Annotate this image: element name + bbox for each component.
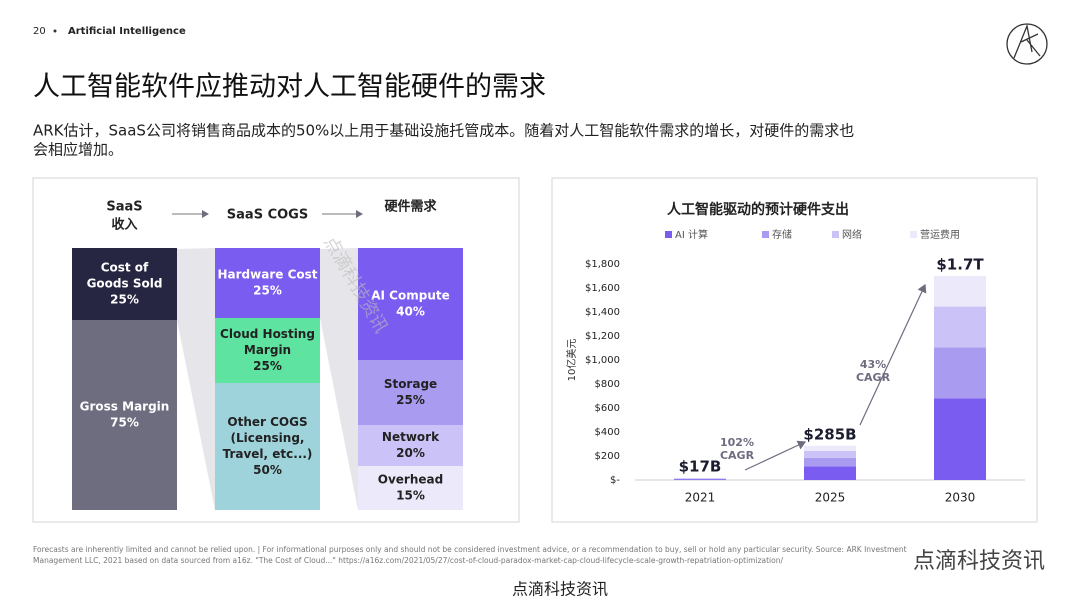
legend-swatch (762, 231, 769, 238)
y-tick-label: $600 (595, 403, 620, 414)
page-number: 20 (33, 26, 46, 37)
cagr-arrow (744, 440, 807, 471)
diagram-block (358, 425, 463, 466)
brand-logo-text: 点滴科技资讯 (913, 549, 1045, 574)
column-heading: 硬件需求 (384, 199, 437, 215)
y-tick-label: $1,000 (585, 355, 620, 366)
section-name: Artificial Intelligence (68, 26, 186, 37)
block-label: Storage (384, 377, 437, 391)
slide-title: 人工智能软件应推动对人工智能硬件的需求 (33, 72, 546, 103)
separator (53, 29, 57, 33)
cagr-annotation: 102% (720, 436, 754, 449)
legend-swatch (832, 231, 839, 238)
cagr-annotation: 43% (860, 358, 886, 371)
diagram-block (358, 466, 463, 510)
block-label: Cost of (101, 261, 149, 275)
block-label: Margin (244, 343, 291, 357)
diagram-block (215, 383, 320, 510)
y-tick-label: $200 (595, 451, 620, 462)
block-value: 15% (396, 489, 425, 503)
footnote: Management LLC, 2021 based on data sourc… (33, 556, 783, 565)
block-value: 75% (110, 416, 139, 430)
legend-label: 网络 (842, 228, 862, 241)
y-tick-label: $400 (595, 427, 620, 438)
subtitle: 会相应增加。 (33, 141, 123, 159)
column-heading: SaaS (106, 200, 142, 215)
footer-watermark: 点滴科技资讯 (512, 580, 608, 599)
cagr-annotation: CAGR (720, 449, 755, 462)
column-heading: SaaS COGS (227, 208, 308, 223)
bar-segment (934, 276, 986, 307)
block-label: Cloud Hosting (220, 327, 315, 341)
diagram-block (358, 248, 463, 360)
block-label: Network (382, 430, 440, 444)
total-label: $285B (803, 425, 856, 443)
diagram-block (72, 248, 177, 320)
connector (177, 248, 215, 510)
bar-segment (674, 479, 726, 480)
x-tick-label: 2021 (685, 491, 716, 505)
block-label: Hardware Cost (218, 268, 318, 282)
column-heading: 收入 (111, 217, 137, 233)
block-value: 40% (396, 305, 425, 319)
subtitle: ARK估计，SaaS公司将销售商品成本的50%以上用于基础设施托管成本。随着对人… (33, 122, 854, 140)
legend-label: 营运费用 (920, 228, 960, 241)
y-tick-label: $800 (595, 379, 620, 390)
y-axis-label: 10亿美元 (565, 339, 578, 382)
logo (1006, 23, 1048, 65)
block-label: Goods Sold (87, 277, 163, 291)
bar-segment (934, 347, 986, 399)
bar-segment (804, 450, 856, 458)
bar-segment (674, 478, 726, 480)
legend-label: 存储 (772, 228, 792, 241)
y-tick-label: $1,800 (585, 259, 620, 270)
x-tick-label: 2030 (945, 491, 976, 505)
block-value: 25% (110, 293, 139, 307)
block-label: Travel, etc...) (223, 447, 313, 461)
cagr-annotation: CAGR (856, 371, 891, 384)
block-label: AI Compute (371, 289, 450, 303)
legend-label: AI 计算 (675, 228, 708, 241)
footnote: Forecasts are inherently limited and can… (33, 545, 907, 554)
total-label: $1.7T (936, 256, 984, 274)
diagram-block (215, 248, 320, 318)
bar-segment (804, 466, 856, 480)
diagram-block (72, 320, 177, 510)
cagr-arrow (859, 283, 927, 426)
bar-segment (804, 457, 856, 467)
y-tick-label: $1,400 (585, 307, 620, 318)
block-value: 25% (396, 393, 425, 407)
block-value: 25% (253, 284, 282, 298)
block-label: Other COGS (227, 415, 307, 429)
connector (320, 248, 358, 510)
block-label: Overhead (378, 473, 443, 487)
bar-segment (934, 398, 986, 480)
block-value: 25% (253, 359, 282, 373)
y-tick-label: $1,200 (585, 331, 620, 342)
block-label: (Licensing, (231, 431, 305, 445)
y-tick-label: $- (610, 475, 620, 486)
total-label: $17B (679, 457, 722, 475)
chart-title: 人工智能驱动的预计硬件支出 (667, 201, 849, 218)
block-value: 50% (253, 463, 282, 477)
diagram-block (215, 318, 320, 383)
bar-segment (934, 306, 986, 348)
diagram-block (358, 360, 463, 425)
legend-swatch (910, 231, 917, 238)
y-tick-label: $1,600 (585, 283, 620, 294)
block-label: Gross Margin (80, 400, 170, 414)
block-value: 20% (396, 446, 425, 460)
x-tick-label: 2025 (815, 491, 846, 505)
bar-segment (804, 445, 856, 451)
legend-swatch (665, 231, 672, 238)
